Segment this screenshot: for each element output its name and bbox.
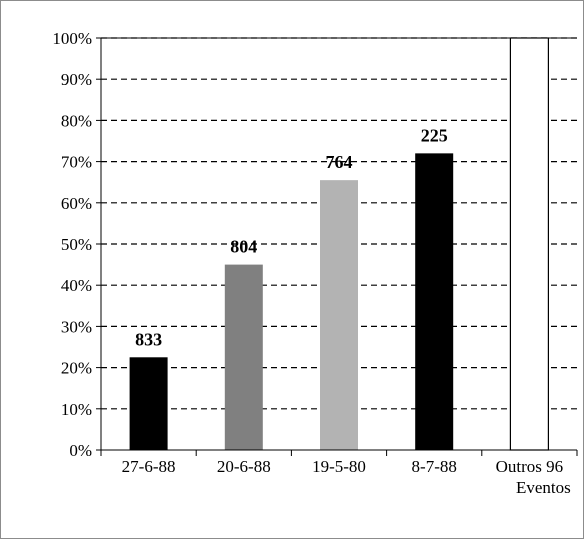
y-tick-label: 10% xyxy=(61,400,92,419)
data-label: 833 xyxy=(135,329,162,349)
data-label: 764 xyxy=(326,152,353,172)
bars xyxy=(129,37,549,451)
bar xyxy=(415,153,454,451)
axes xyxy=(96,37,578,456)
y-tick-label: 90% xyxy=(61,70,92,89)
y-tick-label: 50% xyxy=(61,235,92,254)
y-tick-label: 0% xyxy=(69,441,92,460)
data-labels: 833 804 764 225 xyxy=(135,125,448,349)
bar xyxy=(320,180,358,450)
y-tick-label: 40% xyxy=(61,276,92,295)
y-tick-label: 100% xyxy=(52,29,92,48)
bar xyxy=(129,357,168,450)
data-label: 225 xyxy=(421,125,448,145)
y-tick-labels: 0% 10% 20% 30% 40% 50% 60% 70% 80% 90% 100% xyxy=(52,29,92,460)
x-tick-label: 8-7-88 xyxy=(412,457,457,476)
x-tick-label: 27-6-88 xyxy=(122,457,176,476)
x-tick-labels: 27-6-88 20-6-88 19-5-80 8-7-88 Outros 96 Even… xyxy=(122,457,571,497)
y-tick-label: 60% xyxy=(61,194,92,213)
y-tick-label: 20% xyxy=(61,359,92,378)
x-tick-label: 19-5-80 xyxy=(312,457,366,476)
bar xyxy=(509,37,549,451)
x-tick-label: Eventos xyxy=(516,478,571,497)
y-tick-label: 80% xyxy=(61,111,92,130)
data-label: 804 xyxy=(230,237,257,257)
bar xyxy=(224,264,263,450)
y-tick-label: 30% xyxy=(61,317,92,336)
x-tick-label: 20-6-88 xyxy=(217,457,271,476)
y-tick-label: 70% xyxy=(61,153,92,172)
x-tick-label: Outros 96 xyxy=(496,457,564,476)
